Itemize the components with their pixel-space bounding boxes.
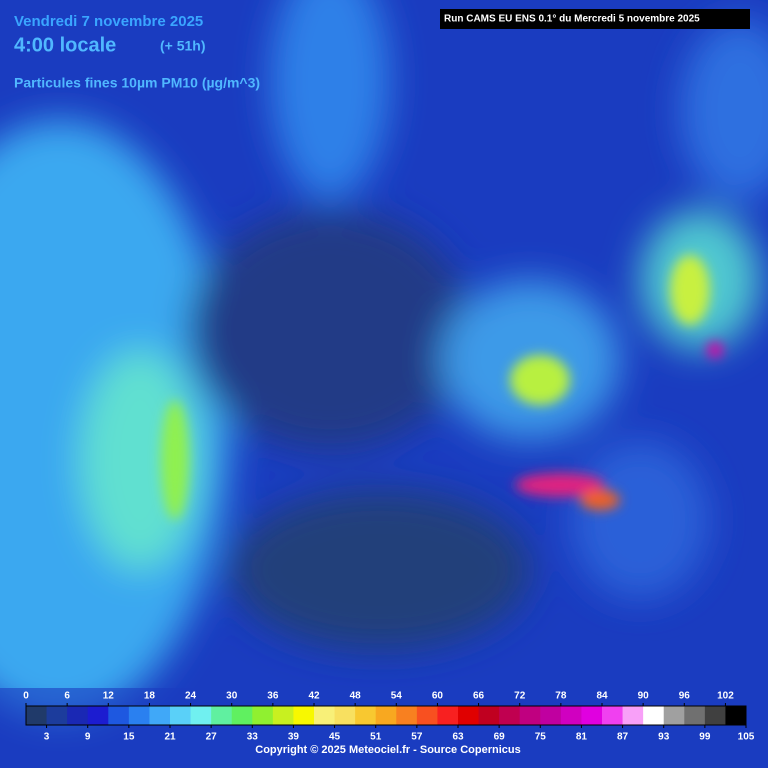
legend-swatch <box>293 706 315 725</box>
legend-tick-label: 54 <box>391 691 403 702</box>
legend-tick-label: 6 <box>64 691 70 702</box>
copyright: Copyright © 2025 Meteociel.fr - Source C… <box>255 744 520 756</box>
run-label: Run CAMS EU ENS 0.1° du Mercredi 5 novem… <box>444 14 700 25</box>
legend-swatch <box>581 706 603 725</box>
time-label: 4:00 locale <box>14 34 116 56</box>
legend-tick-label: 9 <box>85 732 91 743</box>
legend-swatch <box>314 706 336 725</box>
legend-swatch <box>519 706 541 725</box>
legend-tick-label: 96 <box>679 691 691 702</box>
legend-swatch <box>231 706 253 725</box>
run-box <box>440 9 750 29</box>
legend-swatch <box>560 706 582 725</box>
hotspot <box>161 400 189 520</box>
legend-tick-label: 105 <box>738 732 755 743</box>
legend-tick-label: 99 <box>699 732 711 743</box>
legend-tick-label: 63 <box>452 732 464 743</box>
legend-tick-label: 69 <box>494 732 506 743</box>
legend-swatch <box>499 706 521 725</box>
legend-swatch <box>334 706 356 725</box>
legend-tick-label: 24 <box>185 691 197 702</box>
legend-swatch <box>396 706 418 725</box>
legend-tick-label: 0 <box>23 691 29 702</box>
legend-tick-label: 30 <box>226 691 238 702</box>
legend-tick-label: 39 <box>288 732 300 743</box>
legend-swatch <box>725 706 747 725</box>
legend-swatch <box>602 706 624 725</box>
legend-tick-label: 51 <box>370 732 382 743</box>
hotspot <box>707 342 723 358</box>
legend-tick-label: 87 <box>617 732 629 743</box>
legend-swatch <box>87 706 109 725</box>
legend-swatch <box>108 706 130 725</box>
hotspot <box>510 355 570 405</box>
legend-tick-label: 12 <box>103 691 115 702</box>
legend-tick-label: 60 <box>432 691 444 702</box>
legend-swatch <box>684 706 706 725</box>
legend-tick-label: 42 <box>308 691 320 702</box>
legend-swatch <box>437 706 459 725</box>
legend-swatch <box>416 706 438 725</box>
legend-tick-label: 78 <box>555 691 567 702</box>
legend-tick-label: 45 <box>329 732 341 743</box>
field-area <box>270 0 390 200</box>
legend-swatch <box>26 706 48 725</box>
date-label: Vendredi 7 novembre 2025 <box>14 13 203 30</box>
legend-tick-label: 102 <box>717 691 734 702</box>
legend-swatch <box>67 706 89 725</box>
legend-swatch <box>458 706 480 725</box>
legend-swatch <box>704 706 726 725</box>
legend-tick-label: 93 <box>658 732 670 743</box>
legend-tick-label: 18 <box>144 691 156 702</box>
legend-tick-label: 36 <box>267 691 279 702</box>
legend-tick-label: 75 <box>535 732 547 743</box>
hotspot <box>515 473 605 497</box>
legend-tick-label: 72 <box>514 691 526 702</box>
legend-swatch <box>622 706 644 725</box>
legend-tick-label: 66 <box>473 691 485 702</box>
legend-tick-label: 33 <box>247 732 259 743</box>
legend-tick-label: 21 <box>164 732 176 743</box>
field-area <box>570 440 710 600</box>
legend-swatch <box>643 706 665 725</box>
legend-swatch <box>355 706 377 725</box>
legend-swatch <box>149 706 171 725</box>
legend-swatch <box>128 706 150 725</box>
field-area <box>190 210 470 450</box>
legend-frame <box>25 705 747 726</box>
legend-swatch <box>46 706 68 725</box>
variable-label: Particules fines 10µm PM10 (µg/m^3) <box>14 75 260 91</box>
field-area <box>230 490 530 650</box>
legend-tick-label: 84 <box>596 691 608 702</box>
legend-tick-label: 57 <box>411 732 423 743</box>
lead-label: (+ 51h) <box>160 38 206 54</box>
legend-tick-label: 15 <box>123 732 135 743</box>
legend-swatch <box>272 706 294 725</box>
legend-swatch <box>663 706 685 725</box>
concentration-field <box>0 0 768 720</box>
legend-tick-label: 81 <box>576 732 588 743</box>
legend-tick-label: 27 <box>206 732 218 743</box>
legend-swatch <box>190 706 212 725</box>
legend-swatch <box>478 706 500 725</box>
hotspot <box>670 255 710 325</box>
legend-tick-label: 90 <box>638 691 650 702</box>
field-area <box>680 20 768 200</box>
legend-swatch <box>375 706 397 725</box>
legend-backdrop <box>0 688 768 768</box>
hotspots <box>161 255 723 520</box>
legend-tick-label: 48 <box>350 691 362 702</box>
legend-swatch <box>170 706 192 725</box>
legend-tick-label: 3 <box>44 732 50 743</box>
legend-swatch <box>252 706 274 725</box>
hotspot <box>580 490 620 510</box>
legend-swatch <box>211 706 233 725</box>
legend-swatch <box>540 706 562 725</box>
